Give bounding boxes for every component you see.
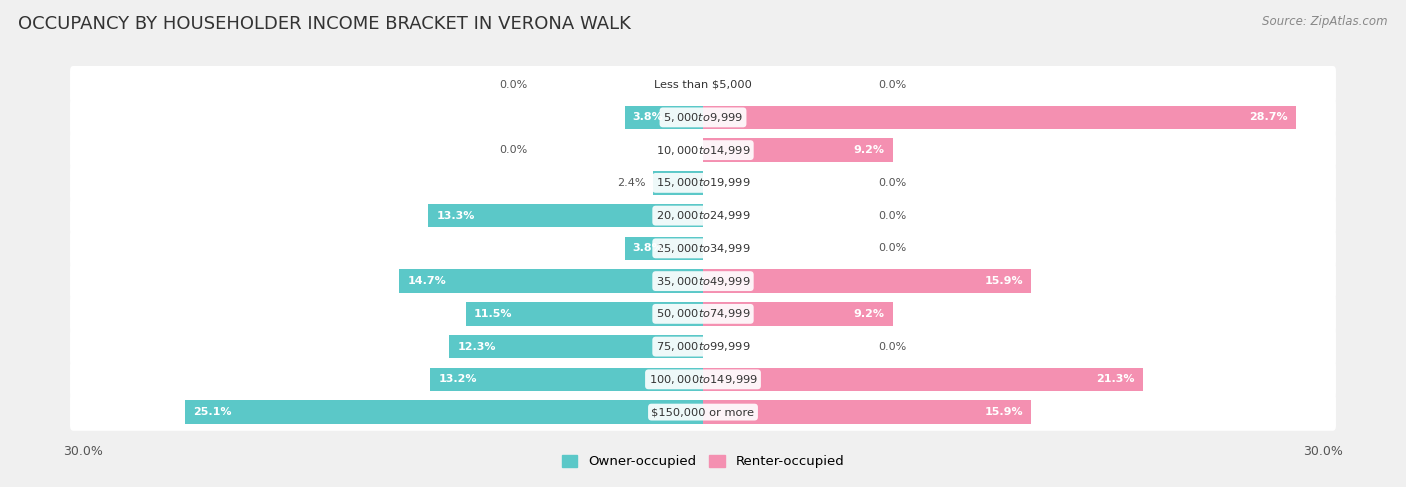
Text: $5,000 to $9,999: $5,000 to $9,999 — [664, 111, 742, 124]
Legend: Owner-occupied, Renter-occupied: Owner-occupied, Renter-occupied — [557, 450, 849, 473]
Text: 3.8%: 3.8% — [633, 244, 664, 253]
FancyBboxPatch shape — [70, 164, 1336, 202]
FancyBboxPatch shape — [70, 328, 1336, 365]
Text: $15,000 to $19,999: $15,000 to $19,999 — [655, 176, 751, 189]
Bar — [465, 302, 703, 326]
Text: 0.0%: 0.0% — [879, 244, 907, 253]
Text: $100,000 to $149,999: $100,000 to $149,999 — [648, 373, 758, 386]
Text: 0.0%: 0.0% — [879, 178, 907, 188]
Text: 3.8%: 3.8% — [633, 112, 664, 122]
Text: 13.2%: 13.2% — [439, 375, 477, 384]
FancyBboxPatch shape — [70, 393, 1336, 431]
Bar — [703, 106, 1296, 129]
Text: $75,000 to $99,999: $75,000 to $99,999 — [655, 340, 751, 353]
FancyBboxPatch shape — [70, 262, 1336, 300]
Bar — [184, 400, 703, 424]
Text: 15.9%: 15.9% — [984, 276, 1024, 286]
Text: 2.4%: 2.4% — [617, 178, 645, 188]
Bar — [429, 204, 703, 227]
FancyBboxPatch shape — [70, 99, 1336, 136]
Text: Less than $5,000: Less than $5,000 — [654, 80, 752, 90]
Text: 12.3%: 12.3% — [457, 341, 496, 352]
Text: 0.0%: 0.0% — [499, 80, 527, 90]
FancyBboxPatch shape — [70, 295, 1336, 333]
FancyBboxPatch shape — [70, 131, 1336, 169]
Text: $50,000 to $74,999: $50,000 to $74,999 — [655, 307, 751, 320]
Bar — [430, 368, 703, 391]
FancyBboxPatch shape — [70, 361, 1336, 398]
Bar — [703, 368, 1143, 391]
Bar — [624, 237, 703, 260]
Bar — [703, 400, 1032, 424]
Bar — [449, 335, 703, 358]
Text: 15.9%: 15.9% — [984, 407, 1024, 417]
Text: 0.0%: 0.0% — [879, 210, 907, 221]
Text: 21.3%: 21.3% — [1097, 375, 1135, 384]
Text: $25,000 to $34,999: $25,000 to $34,999 — [655, 242, 751, 255]
Text: 9.2%: 9.2% — [853, 145, 884, 155]
Text: 28.7%: 28.7% — [1249, 112, 1288, 122]
Text: 25.1%: 25.1% — [193, 407, 232, 417]
Bar — [624, 106, 703, 129]
FancyBboxPatch shape — [70, 230, 1336, 267]
FancyBboxPatch shape — [70, 197, 1336, 234]
Text: OCCUPANCY BY HOUSEHOLDER INCOME BRACKET IN VERONA WALK: OCCUPANCY BY HOUSEHOLDER INCOME BRACKET … — [18, 15, 631, 33]
Text: $10,000 to $14,999: $10,000 to $14,999 — [655, 144, 751, 157]
Text: $35,000 to $49,999: $35,000 to $49,999 — [655, 275, 751, 288]
Bar — [654, 171, 703, 195]
Text: 11.5%: 11.5% — [474, 309, 512, 319]
Text: 0.0%: 0.0% — [879, 341, 907, 352]
Text: Source: ZipAtlas.com: Source: ZipAtlas.com — [1263, 15, 1388, 28]
Bar — [399, 269, 703, 293]
Text: 9.2%: 9.2% — [853, 309, 884, 319]
Bar — [703, 302, 893, 326]
Bar — [703, 269, 1032, 293]
Text: $20,000 to $24,999: $20,000 to $24,999 — [655, 209, 751, 222]
Text: 13.3%: 13.3% — [437, 210, 475, 221]
Bar — [703, 138, 893, 162]
Text: $150,000 or more: $150,000 or more — [651, 407, 755, 417]
Text: 0.0%: 0.0% — [499, 145, 527, 155]
Text: 0.0%: 0.0% — [879, 80, 907, 90]
Text: 14.7%: 14.7% — [408, 276, 447, 286]
FancyBboxPatch shape — [70, 66, 1336, 103]
